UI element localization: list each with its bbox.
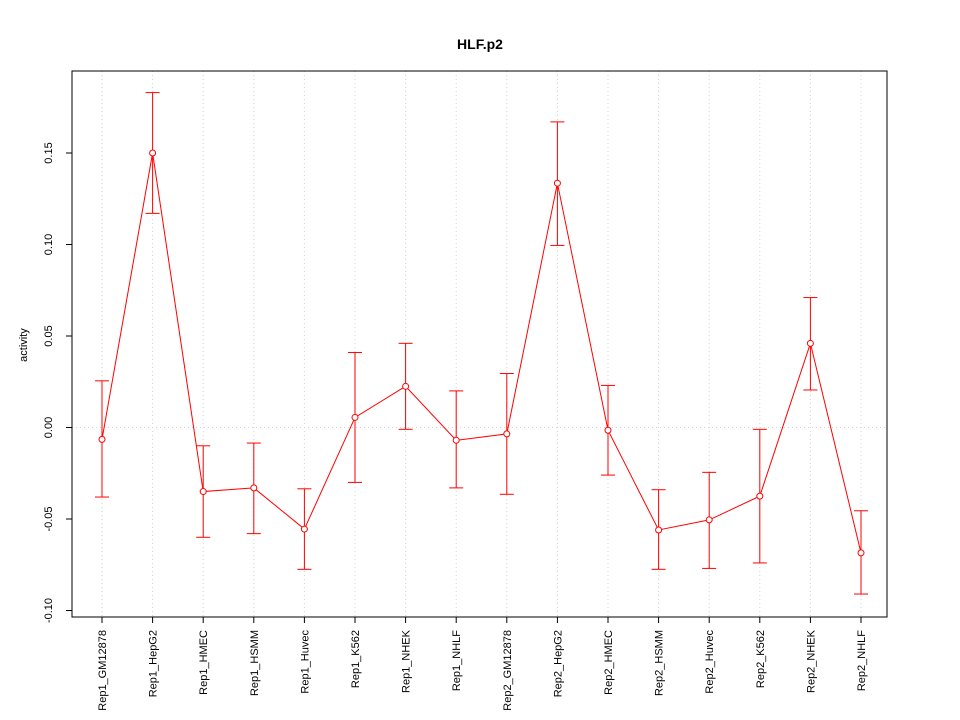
data-point <box>250 484 258 492</box>
y-tick-label: 0.15 <box>43 142 55 163</box>
y-tick-label: -0.10 <box>43 598 55 623</box>
x-tick-label: Rep1_HepG2 <box>148 630 160 697</box>
data-point <box>806 339 814 347</box>
data-point <box>452 436 460 444</box>
series-line <box>101 152 862 553</box>
x-tick-label: Rep2_HSMM <box>654 630 666 696</box>
x-tick-label: Rep2_K562 <box>755 630 767 688</box>
data-point <box>351 413 359 421</box>
x-tick-label: Rep2_GM12878 <box>502 630 514 711</box>
data-point <box>300 525 308 533</box>
data-point <box>857 549 865 557</box>
grid <box>72 71 887 617</box>
x-tick-label: Rep1_HSMM <box>249 630 261 696</box>
x-tick-label: Rep1_NHLF <box>451 630 463 691</box>
data-point <box>604 426 612 434</box>
chart-title: HLF.p2 <box>457 36 503 52</box>
x-tick-label: Rep1_NHEK <box>401 629 413 693</box>
x-tick-label: Rep1_K562 <box>350 630 362 688</box>
x-tick-label: Rep1_Huvec <box>299 630 311 694</box>
x-tick-label: Rep2_Huvec <box>704 630 716 694</box>
x-tick-label: Rep2_NHLF <box>856 630 868 691</box>
y-axis-label: activity <box>18 328 30 362</box>
y-tick-label: 0.05 <box>43 325 55 346</box>
data-point <box>756 492 764 500</box>
x-tick-label: Rep2_HMEC <box>603 630 615 695</box>
data-point <box>149 149 157 157</box>
x-tick-label: Rep1_HMEC <box>198 630 210 695</box>
plot-frame <box>71 70 888 618</box>
data-point <box>655 526 663 534</box>
x-tick-label: Rep2_HepG2 <box>552 630 564 697</box>
axes: -0.10 -0.05 0.00 0.05 0.10 0.15 Rep1_GM12878 Re… <box>43 142 868 710</box>
data-point <box>705 516 713 524</box>
data-point <box>199 488 207 496</box>
data-point <box>503 430 511 438</box>
x-tick-label: Rep1_GM12878 <box>97 630 109 711</box>
data-point <box>402 382 410 390</box>
y-tick-label: 0.10 <box>43 234 55 255</box>
x-tick-label: Rep2_NHEK <box>805 629 817 693</box>
data-point <box>98 435 106 443</box>
series <box>95 92 868 595</box>
y-tick-label: 0.00 <box>43 417 55 438</box>
y-tick-label: -0.05 <box>43 506 55 531</box>
data-point <box>553 179 561 187</box>
